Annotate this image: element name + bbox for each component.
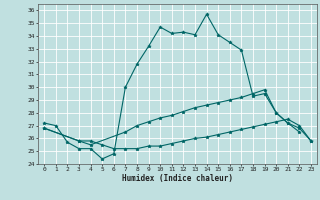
X-axis label: Humidex (Indice chaleur): Humidex (Indice chaleur) <box>122 174 233 183</box>
